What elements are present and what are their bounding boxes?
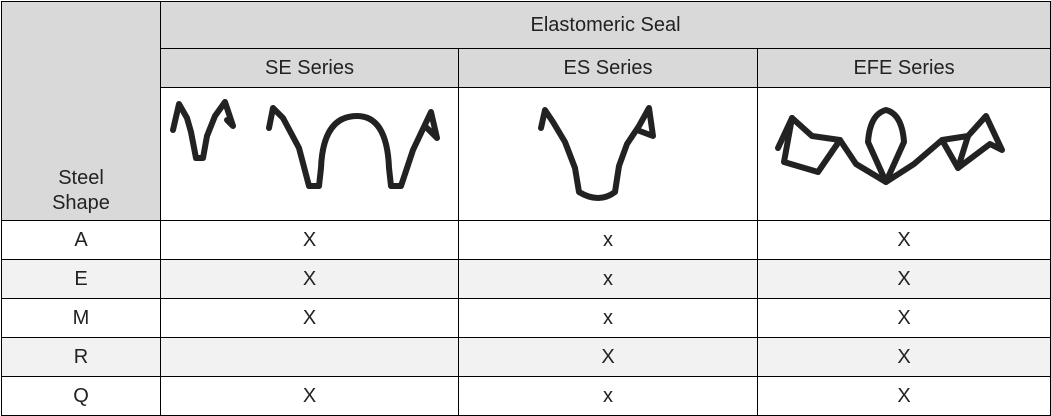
row-header: Q: [2, 377, 161, 416]
group-header: Elastomeric Seal: [161, 2, 1051, 49]
row-header: E: [2, 260, 161, 299]
table-cell: X: [758, 260, 1051, 299]
table-cell: X: [758, 299, 1051, 338]
row-header: M: [2, 299, 161, 338]
column-header: SE Series: [161, 49, 459, 88]
corner-label: Steel Shape: [46, 166, 116, 216]
table-cell: X: [758, 377, 1051, 416]
column-header: EFE Series: [758, 49, 1051, 88]
efe-profile: [758, 88, 1051, 221]
se-seal-drawing: [161, 88, 459, 214]
table-cell: X: [161, 299, 459, 338]
table-cell: X: [161, 260, 459, 299]
row-header: A: [2, 221, 161, 260]
table-cell: x: [459, 221, 758, 260]
table-cell: [161, 338, 459, 377]
efe-seal-drawing: [758, 88, 1051, 214]
table-cell: x: [459, 377, 758, 416]
table-cell: X: [161, 377, 459, 416]
corner-cell: Steel Shape: [2, 2, 161, 221]
compatibility-table: Steel Shape Elastomeric Seal SE SeriesES…: [1, 1, 1051, 416]
se-profile: [161, 88, 459, 221]
column-header: ES Series: [459, 49, 758, 88]
table-cell: X: [459, 338, 758, 377]
table-cell: X: [161, 221, 459, 260]
es-profile: [459, 88, 758, 221]
row-header: R: [2, 338, 161, 377]
table-cell: X: [758, 338, 1051, 377]
page: Steel Shape Elastomeric Seal SE SeriesES…: [0, 1, 1051, 414]
table-cell: X: [758, 221, 1051, 260]
es-seal-drawing: [459, 88, 758, 214]
table-cell: x: [459, 260, 758, 299]
table-cell: x: [459, 299, 758, 338]
